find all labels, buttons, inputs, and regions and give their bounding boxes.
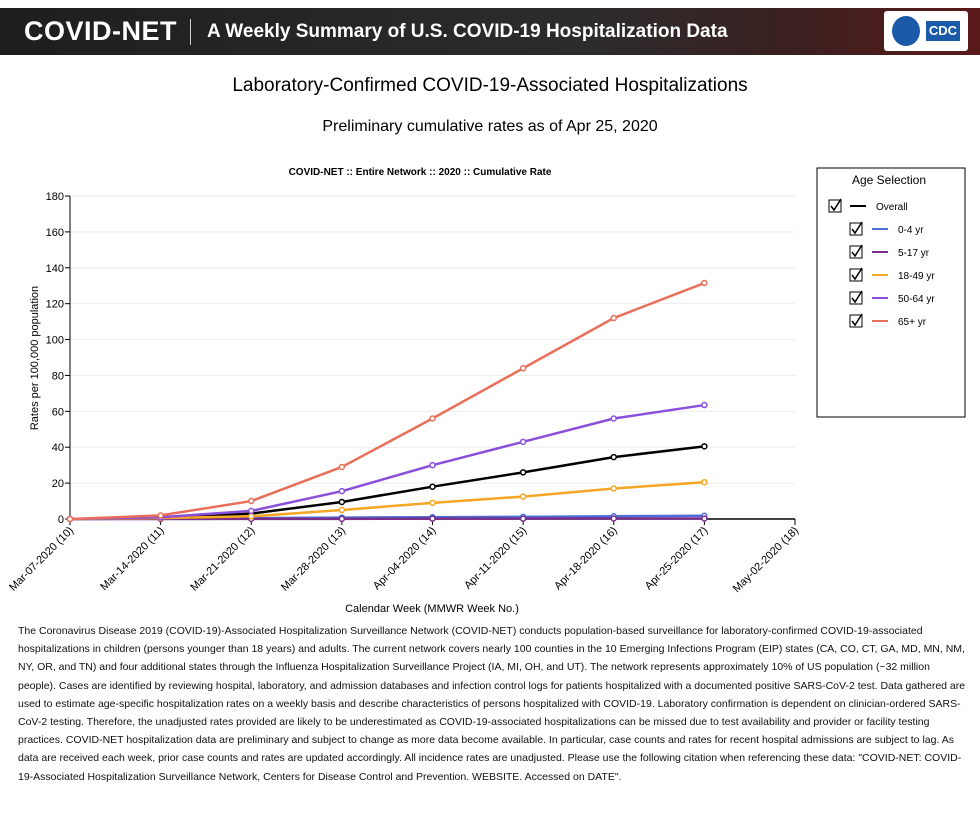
data-point	[338, 506, 346, 514]
data-point	[610, 453, 617, 461]
data-point	[338, 515, 346, 523]
logo-text: CDC	[926, 21, 960, 41]
data-point	[248, 497, 255, 505]
legend-label: 18-49 yr	[898, 271, 935, 282]
legend-check	[851, 313, 863, 327]
series-line	[69, 480, 705, 521]
cdc-logo[interactable]: CDC	[884, 11, 968, 51]
legend-box	[816, 167, 966, 418]
header-title: A Weekly Summary of U.S. COVID-19 Hospit…	[207, 21, 728, 42]
legend-label: 65+ yr	[898, 317, 927, 328]
data-point	[429, 415, 436, 422]
data-point	[519, 365, 527, 372]
chart: Laboratory-Confirmed COVID-19-Associated…	[7, 75, 966, 615]
data-point	[519, 515, 527, 522]
x-tick-label: Apr-11-2020 (15)	[462, 525, 529, 592]
y-tick-label: 40	[52, 442, 64, 454]
description: The Coronavirus Disease 2019 (COVID-19)-…	[18, 625, 966, 783]
y-tick-label: 60	[52, 406, 64, 418]
separator	[190, 19, 191, 45]
data-point	[610, 485, 617, 492]
legend-check	[830, 198, 842, 212]
chart-title: Laboratory-Confirmed COVID-19-Associated…	[232, 75, 747, 96]
data-point	[338, 487, 346, 495]
header: COVID-NET A Weekly Summary of U.S. COVID…	[0, 8, 980, 55]
data-point	[429, 483, 436, 490]
data-point	[429, 515, 436, 522]
y-tick-label: 140	[46, 263, 64, 275]
x-tick-label: Apr-18-2020 (16)	[552, 525, 620, 593]
x-tick-label: Apr-04-2020 (14)	[371, 525, 439, 593]
data-point	[157, 512, 164, 519]
plot-title: COVID-NET :: Entire Network :: 2020 :: C…	[289, 167, 552, 178]
legend-check	[851, 267, 863, 281]
data-point	[610, 314, 617, 322]
data-point	[338, 463, 346, 471]
data-point	[429, 461, 436, 469]
y-tick-label: 120	[46, 299, 64, 311]
x-axis-label: Calendar Week (MMWR Week No.)	[345, 603, 519, 615]
legend-label: 5-17 yr	[898, 248, 930, 259]
y-tick-label: 0	[58, 514, 64, 526]
data-point	[701, 515, 708, 522]
x-tick-label: May-02-2020 (18)	[731, 525, 801, 595]
legend-label: Overall	[876, 202, 908, 213]
data-point	[701, 478, 708, 486]
data-point	[248, 507, 255, 515]
data-point	[519, 438, 527, 446]
data-point	[701, 443, 708, 450]
x-tick-label: Apr-25-2020 (17)	[643, 525, 711, 593]
legend-check	[851, 221, 863, 235]
logo-emblem	[892, 16, 920, 46]
y-tick-label: 160	[46, 227, 64, 239]
legend-label: 50-64 yr	[898, 294, 935, 305]
legend-check	[851, 290, 863, 304]
chart-subtitle: Preliminary cumulative rates as of Apr 2…	[322, 118, 657, 135]
data-point	[701, 401, 708, 409]
y-tick-label: 180	[46, 191, 64, 203]
x-tick-label: Mar-28-2020 (13)	[279, 525, 348, 594]
data-point	[519, 493, 527, 500]
series-line	[69, 281, 705, 521]
x-tick-label: Mar-21-2020 (12)	[188, 525, 257, 594]
data-point	[338, 498, 346, 506]
y-tick-label: 80	[52, 370, 64, 382]
legend-check	[851, 244, 863, 258]
x-tick-label: Mar-07-2020 (10)	[7, 525, 76, 594]
data-point	[66, 515, 74, 523]
data-point	[429, 499, 436, 507]
y-axis-label: Rates per 100,000 population	[29, 286, 41, 430]
data-point	[610, 415, 617, 422]
legend-title: Age Selection	[852, 173, 926, 187]
x-tick-label: Mar-14-2020 (11)	[98, 525, 166, 593]
data-point	[701, 279, 708, 287]
series-line	[69, 403, 705, 521]
legend-label: 0-4 yr	[898, 225, 924, 236]
brand: COVID-NET	[24, 16, 177, 46]
y-tick-label: 20	[52, 478, 64, 490]
data-point	[248, 513, 255, 520]
y-tick-label: 100	[46, 335, 64, 347]
data-point	[519, 469, 527, 476]
data-point	[610, 515, 617, 522]
